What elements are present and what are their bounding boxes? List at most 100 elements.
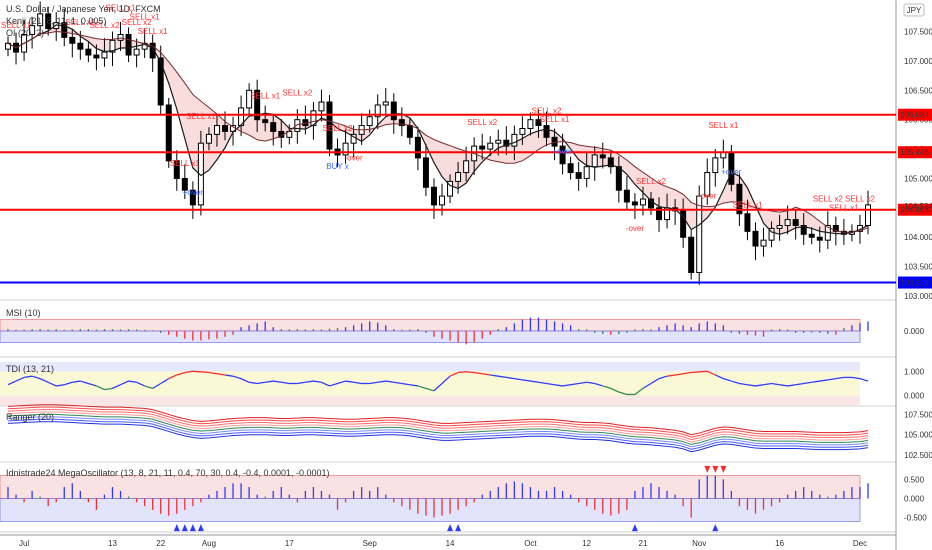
sell-signal-label: SELL x1 <box>130 12 160 21</box>
sell-signal-label: SELL x1 <box>708 121 738 130</box>
candle-body <box>455 172 462 182</box>
candle-body <box>495 139 502 144</box>
under-signal-label: -over <box>698 192 717 201</box>
tdi-line-segment <box>771 382 780 386</box>
tdi-line-segment <box>642 382 652 389</box>
under-signal-label: -over <box>344 153 363 162</box>
tdi-line-segment <box>618 391 628 396</box>
tdi-line-segment <box>666 374 676 377</box>
oscillator-lower-band <box>0 498 861 522</box>
tdi-line-segment <box>827 377 836 381</box>
down-arrow-marker <box>720 465 727 473</box>
ranger-upper-band <box>7 411 869 443</box>
candle-body <box>792 219 799 226</box>
level-price-label: 104.468 <box>900 206 929 215</box>
candle-body <box>647 198 654 209</box>
tdi-line-segment <box>152 382 162 389</box>
time-tick-label: Jul <box>19 539 29 548</box>
sell-signal-label: SELL x1 <box>138 27 168 36</box>
tdi-line-segment <box>265 380 274 383</box>
up-arrow-marker <box>631 524 638 532</box>
tdi-line-segment <box>329 382 338 387</box>
sell-signal-label: SELL x2 <box>636 177 666 186</box>
time-tick-label: Aug <box>202 539 216 548</box>
tdi-line-segment <box>104 387 113 391</box>
candle-body <box>189 189 196 206</box>
under-signal-label: -over <box>626 224 645 233</box>
candle-body <box>680 210 687 238</box>
tdi-lower-zone <box>0 395 860 405</box>
tdi-line-segment <box>144 385 153 389</box>
candle-body <box>133 48 140 56</box>
tdi-line-segment <box>433 383 443 392</box>
candle-body <box>93 54 100 59</box>
candle-body <box>800 224 807 235</box>
ranger-lower-band <box>7 418 869 450</box>
candle-body <box>543 125 550 138</box>
tdi-line-segment <box>184 370 193 374</box>
currency-box[interactable] <box>903 3 925 17</box>
ranger-lower-band <box>7 421 869 453</box>
candle-body <box>326 101 333 150</box>
candle-body <box>704 172 711 197</box>
sell-signal-label: SELL x1 <box>250 92 280 101</box>
tdi-line-segment <box>554 384 563 387</box>
tdi-line-segment <box>715 374 724 380</box>
candle-body <box>639 198 646 206</box>
tdi-line-segment <box>224 374 234 377</box>
candle-body <box>559 145 566 165</box>
tdi-line-segment <box>787 384 796 387</box>
tdi-line-segment <box>538 381 547 385</box>
candle-body <box>583 166 590 179</box>
tdi-line-segment <box>683 371 692 375</box>
price-tick-label: 107.500 <box>904 28 932 37</box>
tdi-line-segment <box>425 387 435 392</box>
tdi-line-segment <box>56 384 65 387</box>
tdi-line-segment <box>377 380 386 383</box>
up-arrow-marker <box>447 524 454 532</box>
tdi-line-segment <box>506 376 515 380</box>
tdi-line-segment <box>369 381 378 385</box>
candle-body <box>752 230 759 247</box>
tdi-line-segment <box>522 379 531 382</box>
candle-body <box>29 25 36 35</box>
up-arrow-marker <box>173 524 180 532</box>
tdi-neutral-zone <box>0 371 860 396</box>
tdi-line-segment <box>458 371 467 374</box>
sell-signal-label: SELL x2 <box>89 21 119 30</box>
candle-body <box>439 195 446 206</box>
level-price-tag <box>898 203 932 216</box>
candle-body <box>656 207 663 221</box>
price-tick-label: 107.000 <box>904 57 932 66</box>
candle-body <box>760 239 767 247</box>
candle-body <box>712 157 719 174</box>
over-signal-label: +over <box>552 147 573 156</box>
sell-signal-label: SELL x2 <box>845 194 875 203</box>
tdi-line-segment <box>675 373 684 376</box>
tdi-name-label: TDI (13, 21) <box>6 364 54 374</box>
kenji-fast-line <box>7 24 869 235</box>
tdi-line-segment <box>409 384 419 387</box>
candle-body <box>149 42 156 59</box>
tdi-line-segment <box>297 381 306 385</box>
tdi-line-segment <box>417 385 427 389</box>
candle-body <box>61 22 68 38</box>
time-tick-label: 17 <box>285 539 294 548</box>
sell-signal-label: SELL x1 <box>186 112 216 121</box>
tdi-line-segment <box>168 374 178 380</box>
tdi-line-segment <box>658 375 668 380</box>
oscillator-lower-band <box>0 330 861 343</box>
kenji-cloud <box>8 25 868 235</box>
candle-body <box>366 116 373 127</box>
tdi-line-segment <box>570 382 579 386</box>
candle-body <box>157 57 164 106</box>
sell-signal-label: SELL x2 <box>282 89 312 98</box>
oscillator-tick-label: 0.000 <box>904 495 925 504</box>
candle-body <box>736 183 743 215</box>
candle-body <box>816 236 823 241</box>
tdi-line-segment <box>353 381 362 385</box>
candle-body <box>832 224 839 232</box>
over-signal-label: +over <box>721 167 742 176</box>
tdi-line-segment <box>562 384 571 387</box>
